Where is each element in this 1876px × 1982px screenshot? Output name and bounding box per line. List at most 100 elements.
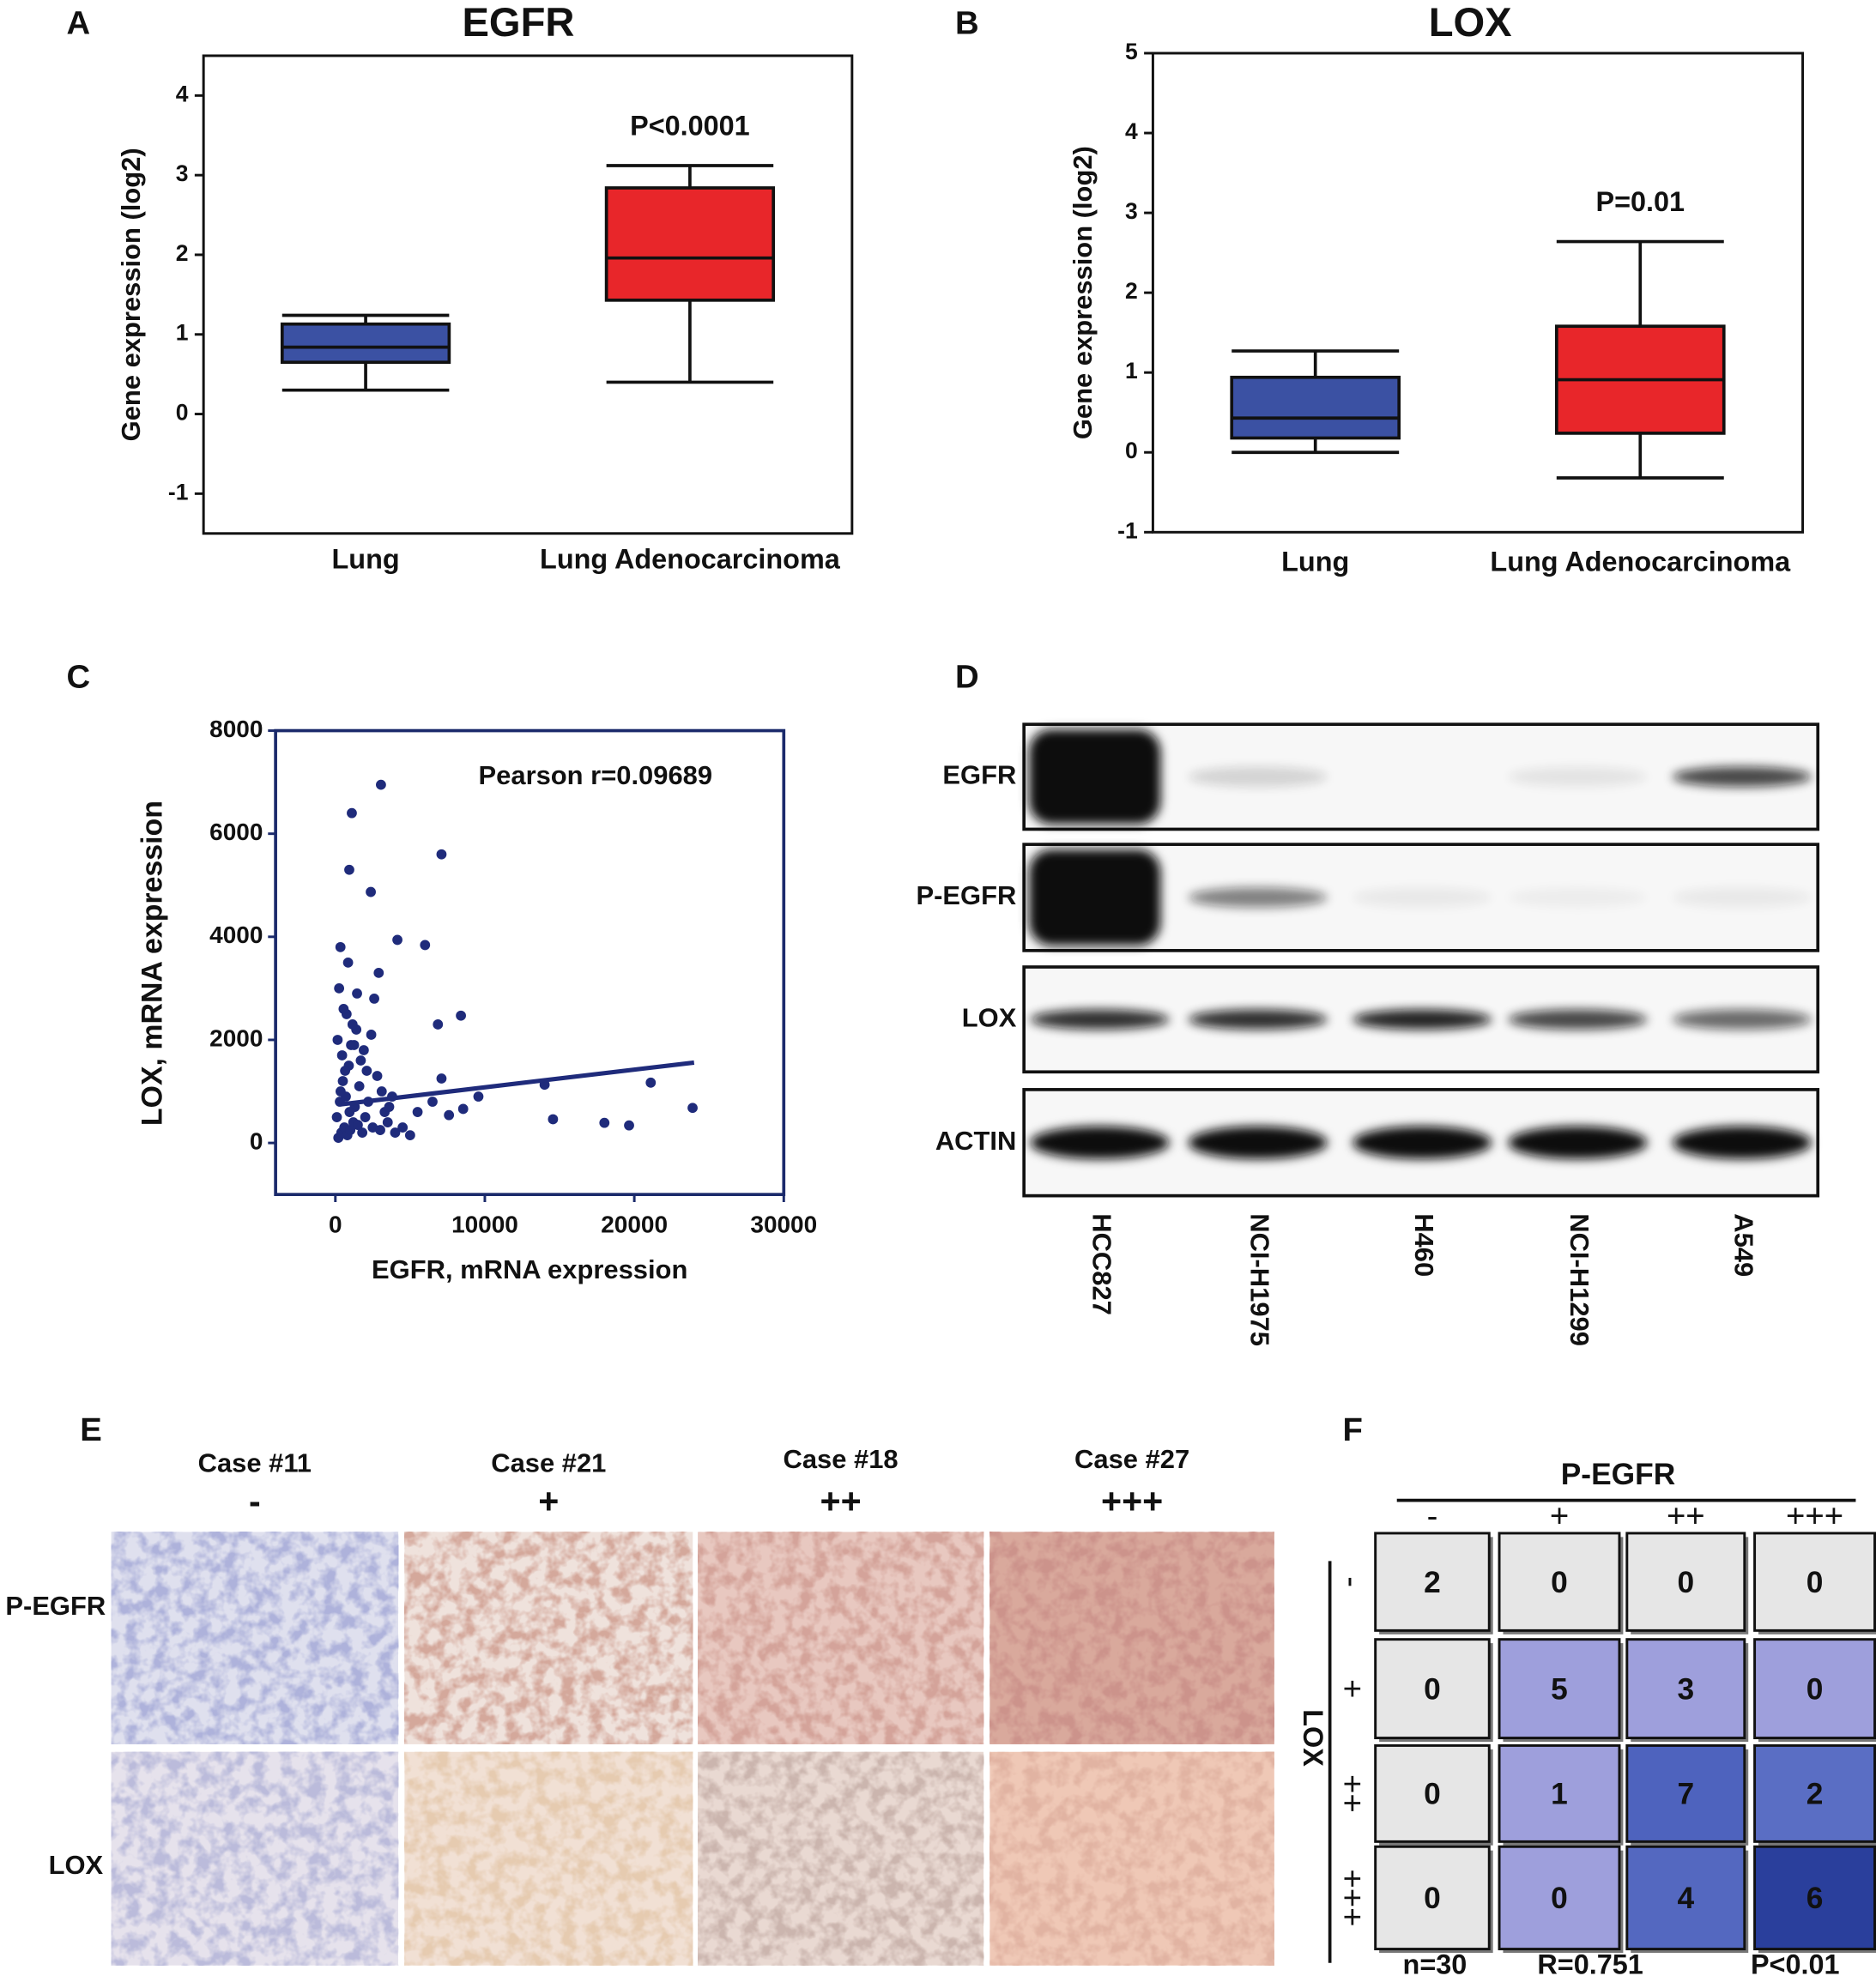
point <box>337 1076 348 1086</box>
point <box>360 1112 371 1122</box>
cell <box>1753 1638 1876 1740</box>
y-tick-label: 4 <box>1125 118 1138 144</box>
cell-value: 0 <box>1424 1778 1441 1811</box>
ihc-texture <box>404 1532 693 1744</box>
point <box>340 1066 351 1076</box>
x-tick-label: 0 <box>329 1211 342 1237</box>
point <box>390 1127 401 1138</box>
point <box>344 864 354 875</box>
plot-frame <box>274 728 786 1197</box>
case-label: Case #11 <box>198 1448 312 1478</box>
point <box>433 1019 444 1030</box>
annotation: P<0.0001 <box>630 110 750 141</box>
y-tick-label: 3 <box>176 160 189 186</box>
x-tick-label: Lung <box>332 544 400 575</box>
band <box>1188 887 1328 908</box>
y-tick-label: 4000 <box>209 922 263 948</box>
point <box>354 1081 365 1091</box>
point <box>420 940 431 951</box>
point <box>336 1050 348 1060</box>
ihc-texture <box>989 1751 1274 1966</box>
x-tick-label: 20000 <box>601 1211 668 1237</box>
cell <box>1374 1532 1491 1632</box>
panel-letter: F <box>1342 1411 1362 1448</box>
lane-label: H460 <box>1409 1213 1439 1277</box>
point <box>331 1112 342 1122</box>
cell-value: 0 <box>1806 1566 1824 1599</box>
band <box>1353 887 1492 908</box>
point <box>373 967 384 978</box>
y-tick-label: 3 <box>1125 198 1138 224</box>
point <box>624 1120 634 1131</box>
point <box>382 1117 393 1127</box>
ihc-row-label: LOX <box>49 1850 104 1880</box>
cell <box>1625 1532 1746 1632</box>
box <box>1230 375 1401 440</box>
blot-row-label: LOX <box>962 1002 1017 1032</box>
column-label: ++ <box>1667 1497 1705 1534</box>
point <box>375 1125 385 1135</box>
point <box>335 941 346 952</box>
case-label: Case #21 <box>491 1448 606 1478</box>
lane-label: A549 <box>1729 1213 1759 1277</box>
point <box>436 849 447 860</box>
band <box>1672 1009 1812 1030</box>
point <box>334 982 345 994</box>
column-header: P-EGFR <box>1561 1458 1676 1491</box>
point <box>404 1130 415 1140</box>
annotation: P<0.01 <box>1751 1949 1840 1980</box>
cell-value: 3 <box>1677 1672 1694 1706</box>
cell <box>1625 1638 1746 1740</box>
grade-label: + <box>538 1482 559 1521</box>
y-tick-label: 5 <box>1125 39 1138 64</box>
point <box>332 1035 343 1045</box>
box <box>280 322 451 365</box>
column-label: +++ <box>1786 1497 1843 1534</box>
ihc-texture <box>698 1532 984 1744</box>
point <box>357 1127 368 1138</box>
panel-letter: D <box>955 658 979 695</box>
point <box>335 1086 346 1097</box>
point <box>366 1030 377 1040</box>
point <box>353 1120 363 1130</box>
cell-value: 0 <box>1424 1672 1441 1706</box>
blot-row-label: ACTIN <box>935 1126 1016 1156</box>
band <box>1029 729 1161 825</box>
band <box>1030 1009 1170 1030</box>
row-label: + <box>1334 1679 1371 1698</box>
y-tick-label: -1 <box>1117 517 1138 543</box>
x-tick-label: Lung <box>1281 547 1349 577</box>
band <box>1353 1009 1492 1030</box>
point <box>361 1066 372 1076</box>
band <box>1672 1126 1812 1159</box>
point <box>355 1055 366 1066</box>
band <box>1508 766 1648 788</box>
point <box>444 1109 455 1121</box>
plot-frame <box>202 54 854 535</box>
ihc-texture <box>404 1751 693 1966</box>
column-label: + <box>1550 1497 1569 1534</box>
point <box>369 994 379 1004</box>
cell <box>1625 1845 1746 1951</box>
lane-label: NCI-H1975 <box>1245 1213 1275 1346</box>
cell-value: 4 <box>1677 1882 1694 1915</box>
point <box>397 1122 408 1133</box>
point <box>347 1019 358 1030</box>
point <box>427 1097 438 1107</box>
band <box>1188 1009 1328 1030</box>
band <box>1672 887 1812 908</box>
cell-value: 0 <box>1551 1882 1568 1915</box>
panel-letter: B <box>955 5 979 42</box>
cell-value: 0 <box>1551 1566 1568 1599</box>
panel-letter: A <box>67 5 91 42</box>
y-axis-label: LOX, mRNA expression <box>136 801 169 1126</box>
case-label: Case #27 <box>1074 1444 1189 1474</box>
cell-value: 2 <box>1424 1566 1441 1599</box>
cell-value: 6 <box>1806 1882 1824 1915</box>
point <box>372 1071 383 1081</box>
cell-value: 5 <box>1551 1672 1568 1706</box>
point <box>645 1077 657 1088</box>
cell <box>1374 1845 1491 1951</box>
y-tick-label: 2 <box>176 240 189 266</box>
row-label: ++ <box>1334 1774 1371 1813</box>
